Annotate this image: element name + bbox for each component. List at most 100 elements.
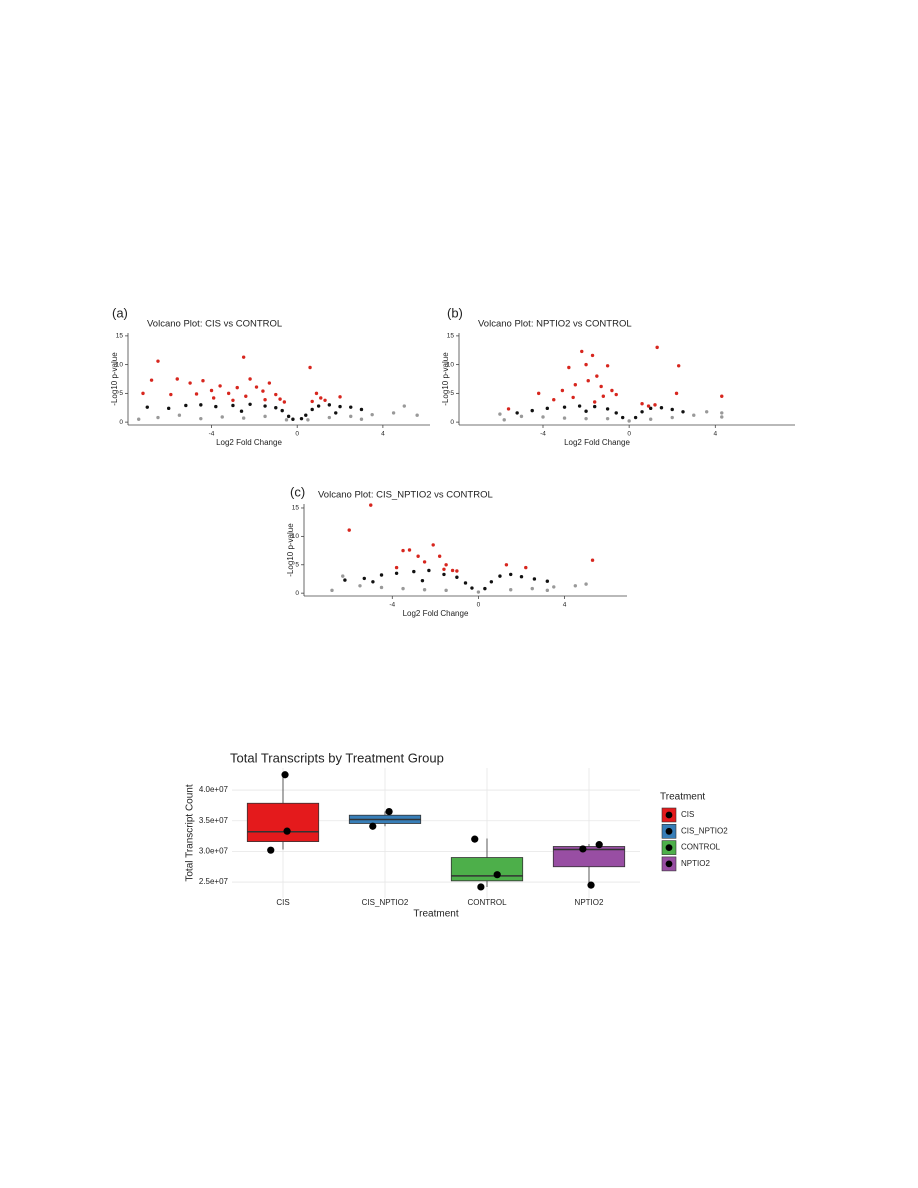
y-tick-label: 0 (295, 590, 299, 597)
point (476, 590, 481, 594)
point (584, 582, 588, 586)
x-tick-label: 4 (713, 431, 717, 438)
point (338, 404, 342, 409)
point (573, 383, 578, 387)
point (310, 399, 314, 404)
y-tick-label: 3.5e+07 (199, 816, 229, 825)
point (610, 388, 614, 393)
point (327, 415, 332, 420)
point (347, 528, 351, 532)
point (359, 407, 364, 412)
box (450, 857, 524, 882)
point (681, 410, 685, 414)
point (545, 406, 550, 411)
point (267, 381, 272, 385)
point (640, 402, 644, 406)
point (519, 574, 524, 579)
point (422, 560, 427, 564)
y-tick-label: 5 (119, 390, 123, 397)
y-axis-label: -Log10 p-value (286, 523, 295, 577)
point (166, 406, 171, 411)
y-tick-label: 5 (295, 561, 299, 568)
point (552, 398, 556, 402)
x-tick-label: NPTIO2 (575, 898, 604, 907)
point (177, 413, 182, 417)
point (587, 881, 595, 889)
point (515, 411, 519, 415)
y-tick-label: 4.0e+07 (199, 785, 229, 794)
point (640, 410, 644, 414)
y-tick-label: 0 (450, 419, 454, 426)
x-axis-label: Log2 Fold Change (564, 438, 630, 447)
point (402, 404, 406, 408)
point (330, 588, 334, 593)
point (580, 349, 584, 354)
point (407, 548, 412, 552)
y-tick-label: 15 (447, 333, 455, 340)
point (310, 407, 314, 412)
point (655, 345, 659, 350)
point (369, 503, 373, 507)
panel-label: (b) (447, 305, 463, 320)
x-tick-label: CIS (276, 898, 289, 907)
point (137, 417, 141, 421)
point (720, 415, 724, 419)
point (633, 415, 638, 420)
point (284, 418, 289, 422)
point (358, 584, 362, 588)
x-axis-label: Treatment (413, 909, 458, 920)
point (592, 404, 597, 409)
legend-key-point (665, 811, 673, 819)
box (552, 846, 626, 868)
point (231, 403, 235, 408)
point (584, 416, 588, 421)
point (605, 407, 610, 411)
point (530, 408, 534, 413)
point (704, 410, 709, 414)
point (524, 565, 528, 570)
point (394, 571, 399, 575)
y-axis-label: -Log10 p-value (441, 352, 450, 406)
point (532, 577, 537, 581)
point (156, 359, 160, 363)
point (306, 418, 310, 422)
point (391, 411, 396, 415)
legend-key-point (665, 827, 673, 835)
point (420, 578, 425, 583)
point (412, 569, 416, 574)
y-axis-label: Total Transcript Count (185, 784, 196, 881)
x-tick-label: -4 (540, 431, 546, 438)
point (599, 384, 603, 389)
point (283, 827, 291, 835)
point (620, 415, 625, 420)
point (567, 365, 571, 370)
point (334, 411, 338, 415)
y-tick-label: 2.5e+07 (199, 877, 229, 886)
point (314, 391, 319, 396)
chart-title: Volcano Plot: CIS vs CONTROL (147, 319, 282, 330)
x-tick-label: 0 (477, 602, 481, 609)
point (149, 378, 154, 382)
x-tick-label: 4 (563, 602, 567, 609)
point (218, 384, 222, 388)
point (370, 412, 374, 417)
point (274, 392, 278, 397)
point (209, 388, 214, 393)
point (220, 415, 224, 419)
point (254, 385, 259, 389)
point (560, 388, 565, 393)
point (241, 416, 246, 420)
point (211, 396, 216, 400)
point (194, 392, 199, 396)
chart-title: Volcano Plot: CIS_NPTIO2 vs CONTROL (318, 490, 493, 501)
y-tick-label: 10 (292, 533, 300, 540)
point (648, 406, 653, 411)
point (415, 413, 419, 417)
point (416, 554, 420, 558)
point (498, 574, 502, 578)
point (676, 364, 681, 368)
point (145, 405, 149, 409)
point (431, 543, 435, 547)
